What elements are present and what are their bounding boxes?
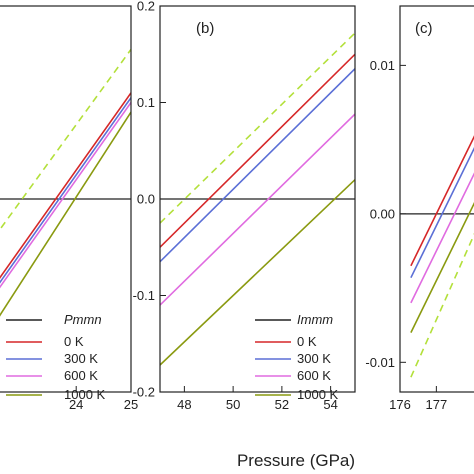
y-tick-label: 0.0: [137, 192, 155, 207]
x-tick-label: 54: [323, 397, 337, 412]
series-line-600-K: [160, 113, 355, 306]
legend-label: 1000 K: [64, 387, 106, 402]
series-group: [410, 135, 474, 378]
panel-frame: [0, 5, 132, 393]
y-tick-label: 0.00: [370, 206, 395, 221]
legend: Pmmn 0 K 300 K 600 K 1000 K: [6, 312, 106, 402]
legend-label: 0 K: [64, 334, 84, 349]
y-tick-label: -0.2: [133, 385, 155, 400]
series-line-600-K: [0, 102, 131, 289]
legend: Immm 0 K 300 K 600 K 1000 K: [255, 312, 339, 402]
panel-label: (c): [415, 20, 433, 37]
panel-0: 24 25 Pmmn 0 K 300 K 600 K 1000 K: [0, 5, 138, 412]
series-line-dashed: [0, 48, 131, 231]
legend-label: 600 K: [297, 368, 331, 383]
series-line-300-K: [160, 68, 355, 263]
legend-label: 0 K: [297, 334, 317, 349]
series-line-300-K: [410, 147, 474, 279]
legend-label: 300 K: [297, 351, 331, 366]
y-tick-label: -0.01: [365, 355, 395, 370]
legend-label: 600 K: [64, 368, 98, 383]
series-line-600-K: [410, 172, 474, 304]
y-tick-label: 0.01: [370, 58, 395, 73]
legend-title: Pmmn: [64, 312, 102, 327]
legend-label: 300 K: [64, 351, 98, 366]
x-tick-label: 48: [177, 397, 191, 412]
series-line-dashed: [410, 232, 474, 378]
y-tick-label: -0.1: [133, 288, 155, 303]
series-line-1000-K: [410, 202, 474, 333]
legend-label: 1000 K: [297, 387, 339, 402]
y-tick-label: 0.2: [137, 0, 155, 14]
panel-1: 48 50 52 54 -0.2 -0.1 0.0 0.1 0.2 (b) Immm 0 K 300 K…: [133, 0, 356, 412]
series-line-1000-K: [160, 179, 355, 366]
series-group: [160, 32, 355, 366]
series-line-0-K: [0, 92, 131, 279]
y-tick-label: 0.1: [137, 95, 155, 110]
series-line-0-K: [410, 135, 474, 267]
x-tick-label: 177: [426, 397, 448, 412]
x-tick-label: 52: [275, 397, 289, 412]
series-group: [0, 48, 131, 317]
x-tick-label: 176: [389, 397, 411, 412]
x-tick-label: 25: [124, 397, 138, 412]
series-line-300-K: [0, 97, 131, 284]
series-line-0-K: [160, 53, 355, 248]
x-tick-label: 24: [69, 397, 83, 412]
panel-label: (b): [196, 20, 214, 37]
x-axis-label: Pressure (GPa): [237, 451, 355, 470]
series-line-1000-K: [0, 111, 131, 317]
series-line-dashed: [160, 32, 355, 224]
panel-2: 176 177 -0.01 0.00 0.01 (c): [365, 5, 474, 412]
panel-frame: [399, 5, 474, 393]
x-tick-label: 50: [226, 397, 240, 412]
legend-title: Immm: [297, 312, 333, 327]
